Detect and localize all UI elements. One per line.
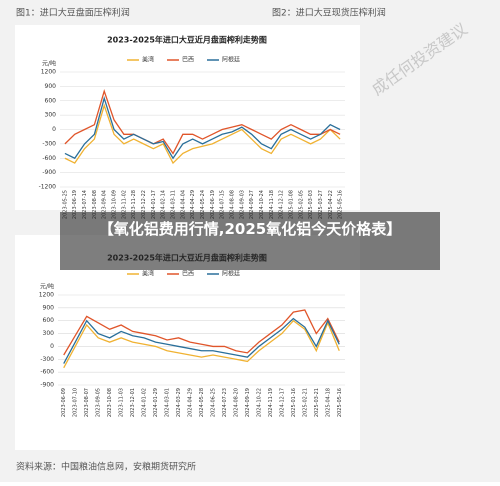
y-tick-label: -1200 — [39, 184, 57, 191]
y-tick-label: -600 — [42, 155, 56, 162]
legend-label: 巴西 — [182, 57, 194, 64]
x-tick-label: 2024-05-28 — [199, 388, 205, 417]
x-tick-label: 2024-01-17 — [151, 190, 157, 219]
x-tick-label: 2025-03-03 — [308, 190, 314, 219]
x-tick-label: 2024-01-02 — [142, 388, 148, 417]
x-tick-label: 2023-06-09 — [61, 388, 67, 417]
overlay-title: 【氧化铝费用行情,2025氧化铝今天价格表】 — [98, 220, 402, 238]
x-tick-label: 2024-07-23 — [222, 388, 228, 417]
caption: 图2：进口大豆现货压榨利润 — [272, 7, 386, 19]
y-tick-label: 600 — [43, 317, 55, 324]
x-tick-label: 2025-05-16 — [337, 388, 343, 417]
x-tick-label: 2025-04-22 — [328, 190, 334, 219]
x-tick-label: 2023-08-08 — [92, 190, 98, 219]
y-tick-label: 1200 — [41, 69, 56, 76]
x-tick-label: 2024-04-29 — [188, 388, 194, 417]
x-tick-label: 2024-02-14 — [161, 190, 167, 219]
x-tick-label: 2024-04-29 — [190, 190, 196, 219]
chart-panel — [15, 25, 360, 210]
x-tick-label: 2025-05-16 — [338, 190, 344, 219]
series-line — [63, 317, 340, 364]
y-tick-label: 0 — [50, 343, 54, 350]
x-tick-label: 2025-04-18 — [325, 388, 331, 417]
y-tick-label: 300 — [45, 112, 57, 119]
legend-label: 巴西 — [182, 271, 194, 278]
y-tick-label: 1200 — [39, 292, 54, 299]
x-tick-label: 2023-11-02 — [121, 190, 127, 219]
chart-panel — [15, 235, 360, 450]
y-tick-label: 900 — [43, 304, 55, 311]
x-tick-label: 2023-06-19 — [72, 190, 78, 219]
x-tick-label: 2023-07-10 — [73, 388, 79, 417]
y-tick-label: -600 — [40, 369, 54, 376]
x-tick-label: 2024-03-01 — [165, 388, 171, 417]
x-tick-label: 2023-11-03 — [119, 388, 125, 417]
x-tick-label: 2024-09-03 — [239, 190, 245, 219]
y-tick-label: 900 — [45, 83, 57, 90]
x-tick-label: 2024-11-19 — [268, 388, 274, 417]
x-tick-label: 2025-01-16 — [291, 388, 297, 417]
source: 资料来源：中国粮油信息网，安粮期货研究所 — [16, 461, 196, 473]
x-tick-label: 2023-08-07 — [84, 388, 90, 417]
x-tick-label: 2024-12-17 — [279, 388, 285, 417]
x-tick-label: 2024-09-19 — [245, 388, 251, 417]
x-tick-label: 2024-05-24 — [200, 190, 206, 219]
y-tick-label: 300 — [43, 330, 55, 337]
overlay-box — [60, 212, 440, 270]
y-tick-label: -900 — [42, 169, 56, 176]
y-tick-label: -900 — [40, 382, 54, 389]
x-tick-label: 2025-03-21 — [314, 388, 320, 417]
x-tick-label: 2024-04-04 — [180, 190, 186, 219]
x-tick-label: 2025-02-05 — [298, 190, 304, 219]
x-tick-label: 2023-10-08 — [107, 388, 113, 417]
x-tick-label: 2023-09-05 — [96, 388, 102, 417]
x-tick-label: 2023-11-28 — [131, 190, 137, 219]
y-tick-label: 0 — [52, 126, 56, 133]
legend-label: 阿根廷 — [222, 270, 240, 278]
y-tick-label: 600 — [45, 97, 57, 104]
x-tick-label: 2024-10-22 — [256, 388, 262, 417]
x-tick-label: 2025-03-27 — [318, 190, 324, 219]
x-tick-label: 2024-03-29 — [176, 388, 182, 417]
x-tick-label: 2023-12-01 — [130, 388, 136, 417]
caption: 图1：进口大豆盘面压榨利润 — [16, 7, 130, 19]
y-tick-label: -300 — [40, 356, 54, 363]
x-tick-label: 2024-06-25 — [210, 388, 216, 417]
y-unit: 元/吨 — [42, 60, 56, 68]
x-tick-label: 2024-10-24 — [259, 190, 265, 219]
x-tick-label: 2023-05-25 — [62, 190, 68, 219]
x-tick-label: 2023-12-22 — [141, 190, 147, 219]
series-line — [64, 89, 341, 155]
legend-label: 阿根廷 — [222, 56, 240, 64]
x-tick-label: 2025-01-08 — [288, 190, 294, 219]
x-tick-label: 2023-07-14 — [82, 190, 88, 219]
series-line — [63, 309, 340, 356]
x-tick-label: 2023-09-04 — [102, 190, 108, 219]
x-tick-label: 2024-08-08 — [229, 190, 235, 219]
overlay: 【氧化铝费用行情,2025氧化铝今天价格表】 — [98, 220, 402, 238]
x-tick-label: 2024-07-15 — [220, 190, 226, 219]
x-tick-label: 2024-08-20 — [233, 388, 239, 417]
chart-title: 2023-2025年进口大豆近月盘面榨利走势图 — [107, 35, 267, 45]
x-tick-label: 2023-10-09 — [112, 190, 118, 219]
x-tick-label: 2024-09-27 — [249, 190, 255, 219]
x-tick-label: 2024-01-29 — [153, 388, 159, 417]
x-tick-label: 2025-02-21 — [302, 388, 308, 417]
legend-label: 美湾 — [142, 56, 154, 64]
x-tick-label: 2024-06-19 — [210, 190, 216, 219]
series-line — [64, 103, 341, 165]
y-tick-label: -300 — [42, 140, 56, 147]
series-line — [63, 319, 340, 369]
y-unit: 元/吨 — [40, 283, 54, 291]
x-tick-label: 2024-11-18 — [269, 190, 275, 219]
x-tick-label: 2024-03-11 — [171, 190, 177, 219]
legend-label: 美湾 — [142, 270, 154, 278]
x-tick-label: 2024-12-12 — [279, 190, 285, 219]
series-line — [64, 96, 341, 160]
